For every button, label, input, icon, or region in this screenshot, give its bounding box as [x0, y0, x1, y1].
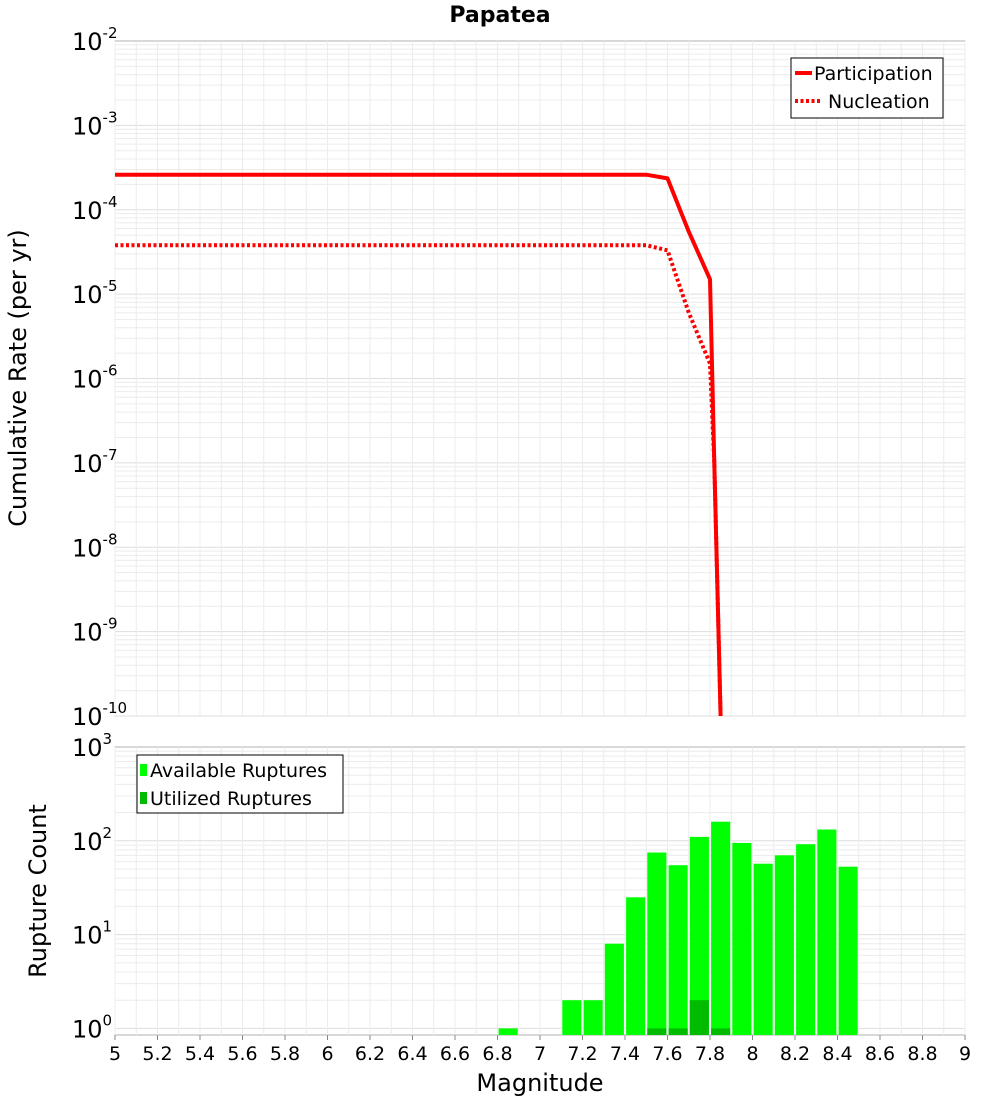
chart-title: Papatea: [449, 3, 550, 28]
utilized-legend-label: Utilized Ruptures: [150, 788, 312, 810]
count-bars: [498, 821, 858, 1035]
available-rupture-bar: [689, 836, 709, 1035]
available-rupture-bar: [711, 821, 731, 1035]
x-tick-label: 7: [534, 1043, 546, 1065]
available-rupture-bar: [647, 852, 667, 1035]
x-tick-label: 6.2: [355, 1043, 385, 1065]
available-rupture-bar: [774, 855, 794, 1035]
rate-y-ticks: 10-2 10-3 10-4 10-5 10-6 10-7 10-8 10-9 10-10: [72, 24, 127, 731]
x-tick-label: 6.4: [397, 1043, 427, 1065]
rate-plot: 10-2 10-3 10-4 10-5 10-6 10-7 10-8 10-9 10-10 Pa…: [4, 3, 966, 731]
count-y-tick-label: 102: [72, 824, 112, 856]
available-rupture-bar: [498, 1028, 518, 1035]
available-rupture-bar: [626, 897, 646, 1035]
rate-y-tick-label: 10-4: [72, 193, 118, 225]
utilized-legend-swatch: [140, 792, 147, 804]
count-y-tick-label: 101: [72, 918, 112, 950]
participation-line: [115, 172, 723, 717]
count-plot: 103 102 101 100 5 5.2 5.4 5.6 5.8 6 6.2 6.4 6.6 6.8 7…: [24, 730, 971, 1097]
rate-y-tick-label: 10-8: [72, 530, 118, 562]
count-y-ticks: 103 102 101 100: [72, 730, 112, 1043]
rate-y-tick-label: 10-2: [72, 24, 118, 56]
x-tick-label: 7.2: [567, 1043, 597, 1065]
x-tick-label: 5.2: [142, 1043, 172, 1065]
rate-legend: Participation Nucleation: [790, 57, 944, 119]
available-legend-swatch: [140, 764, 147, 776]
rate-y-tick-label: 10-10: [72, 699, 127, 731]
available-rupture-bar: [838, 866, 858, 1035]
available-rupture-bar: [732, 842, 752, 1035]
x-tick-label: 7.4: [610, 1043, 640, 1065]
rate-y-tick-label: 10-5: [72, 277, 118, 309]
x-tick-label: 8.6: [865, 1043, 895, 1065]
count-y-tick-label: 100: [72, 1011, 112, 1043]
x-tick-label: 5.4: [185, 1043, 215, 1065]
available-rupture-bar: [562, 1000, 582, 1035]
available-rupture-bar: [604, 943, 624, 1035]
x-tick-label: 5.8: [270, 1043, 300, 1065]
count-legend: Available Ruptures Utilized Ruptures: [136, 754, 344, 814]
x-tick-label: 7.8: [695, 1043, 725, 1065]
rate-y-tick-label: 10-3: [72, 108, 118, 140]
available-rupture-bar: [817, 829, 837, 1035]
x-tick-label: 7.6: [652, 1043, 682, 1065]
x-tick-label: 9: [959, 1043, 971, 1065]
available-legend-label: Available Ruptures: [150, 760, 327, 782]
x-tick-label: 5: [109, 1043, 121, 1065]
utilized-rupture-bar: [647, 1028, 667, 1035]
x-tick-label: 5.6: [227, 1043, 257, 1065]
available-rupture-bar: [796, 844, 816, 1035]
utilized-rupture-bar: [668, 1028, 688, 1035]
rate-legend-box: [790, 57, 944, 119]
count-y-axis-label: Rupture Count: [24, 804, 52, 978]
x-axis-label: Magnitude: [476, 1069, 603, 1097]
rate-y-tick-label: 10-6: [72, 362, 118, 394]
count-x-ticks: 5 5.2 5.4 5.6 5.8 6 6.2 6.4 6.6 6.8 7 7.2 7.4 7.6 7.8 8…: [109, 1035, 971, 1065]
x-tick-label: 8.2: [780, 1043, 810, 1065]
rate-y-axis-label: Cumulative Rate (per yr): [4, 229, 32, 527]
available-rupture-bar: [668, 865, 688, 1035]
participation-legend-label: Participation: [814, 63, 933, 85]
x-tick-label: 6.6: [440, 1043, 470, 1065]
utilized-rupture-bar: [711, 1028, 731, 1035]
count-legend-box: [136, 754, 344, 814]
utilized-rupture-bar: [689, 1000, 709, 1035]
available-rupture-bar: [753, 863, 773, 1035]
count-y-tick-label: 103: [72, 730, 112, 762]
x-tick-label: 8.4: [822, 1043, 852, 1065]
rate-grid: [114, 41, 966, 717]
rate-y-tick-label: 10-7: [72, 446, 118, 478]
nucleation-legend-label: Nucleation: [828, 91, 930, 113]
rate-series: [115, 172, 723, 717]
rate-y-tick-label: 10-9: [72, 615, 118, 647]
x-tick-label: 8: [746, 1043, 758, 1065]
x-tick-label: 8.8: [907, 1043, 937, 1065]
x-tick-label: 6: [321, 1043, 333, 1065]
available-rupture-bar: [583, 1000, 603, 1035]
x-tick-label: 6.8: [482, 1043, 512, 1065]
